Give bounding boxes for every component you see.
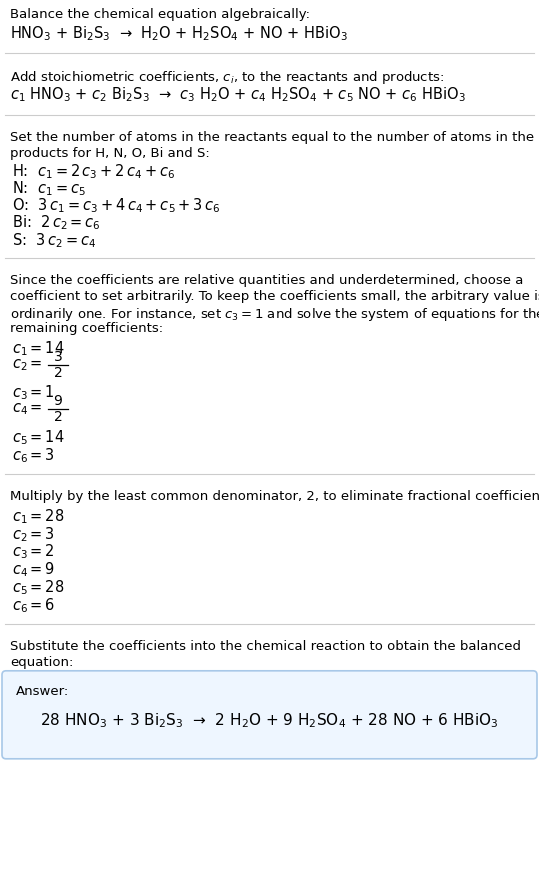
Text: $c_1$ HNO$_3$ + $c_2$ Bi$_2$S$_3$  →  $c_3$ H$_2$O + $c_4$ H$_2$SO$_4$ + $c_5$ N: $c_1$ HNO$_3$ + $c_2$ Bi$_2$S$_3$ → $c_3… [10,86,466,104]
Text: HNO$_3$ + Bi$_2$S$_3$  →  H$_2$O + H$_2$SO$_4$ + NO + HBiO$_3$: HNO$_3$ + Bi$_2$S$_3$ → H$_2$O + H$_2$SO… [10,25,348,43]
Text: Set the number of atoms in the reactants equal to the number of atoms in the: Set the number of atoms in the reactants… [10,131,534,144]
Text: $c_6 = 6$: $c_6 = 6$ [12,596,56,615]
Text: S:  $3\,c_2 = c_4$: S: $3\,c_2 = c_4$ [12,231,96,250]
Text: Multiply by the least common denominator, 2, to eliminate fractional coefficient: Multiply by the least common denominator… [10,490,539,503]
Text: $c_5 = 28$: $c_5 = 28$ [12,579,65,597]
Text: 2: 2 [53,410,63,424]
Text: Balance the chemical equation algebraically:: Balance the chemical equation algebraica… [10,8,310,21]
Text: $c_1 = 28$: $c_1 = 28$ [12,507,65,526]
Text: products for H, N, O, Bi and S:: products for H, N, O, Bi and S: [10,146,210,160]
Text: $c_4 = $: $c_4 = $ [12,401,43,417]
Text: N:  $c_1 = c_5$: N: $c_1 = c_5$ [12,180,86,198]
Text: $c_5 = 14$: $c_5 = 14$ [12,428,65,446]
Text: 2: 2 [53,366,63,380]
Text: $c_3 = 1$: $c_3 = 1$ [12,384,55,402]
Text: $c_2 = $: $c_2 = $ [12,357,43,373]
Text: 28 HNO$_3$ + 3 Bi$_2$S$_3$  →  2 H$_2$O + 9 H$_2$SO$_4$ + 28 NO + 6 HBiO$_3$: 28 HNO$_3$ + 3 Bi$_2$S$_3$ → 2 H$_2$O + … [40,711,499,729]
Text: Answer:: Answer: [16,684,69,698]
Text: Add stoichiometric coefficients, $c_i$, to the reactants and products:: Add stoichiometric coefficients, $c_i$, … [10,69,444,86]
Text: ordinarily one. For instance, set $c_3 = 1$ and solve the system of equations fo: ordinarily one. For instance, set $c_3 =… [10,306,539,323]
Text: H:  $c_1 = 2\,c_3 + 2\,c_4 + c_6$: H: $c_1 = 2\,c_3 + 2\,c_4 + c_6$ [12,162,175,182]
Text: coefficient to set arbitrarily. To keep the coefficients small, the arbitrary va: coefficient to set arbitrarily. To keep … [10,290,539,303]
Text: 9: 9 [53,394,63,408]
Text: equation:: equation: [10,656,73,669]
Text: $c_6 = 3$: $c_6 = 3$ [12,445,55,465]
Text: remaining coefficients:: remaining coefficients: [10,322,163,335]
Text: O:  $3\,c_1 = c_3 + 4\,c_4 + c_5 + 3\,c_6$: O: $3\,c_1 = c_3 + 4\,c_4 + c_5 + 3\,c_6… [12,197,220,215]
Text: $c_4 = 9$: $c_4 = 9$ [12,561,55,579]
Text: $c_3 = 2$: $c_3 = 2$ [12,542,55,562]
Text: $c_2 = 3$: $c_2 = 3$ [12,525,55,543]
Text: $c_1 = 14$: $c_1 = 14$ [12,340,65,358]
Text: Substitute the coefficients into the chemical reaction to obtain the balanced: Substitute the coefficients into the che… [10,640,521,653]
Text: Bi:  $2\,c_2 = c_6$: Bi: $2\,c_2 = c_6$ [12,213,101,233]
Text: Since the coefficients are relative quantities and underdetermined, choose a: Since the coefficients are relative quan… [10,274,523,287]
Text: 3: 3 [53,350,63,364]
FancyBboxPatch shape [2,671,537,759]
